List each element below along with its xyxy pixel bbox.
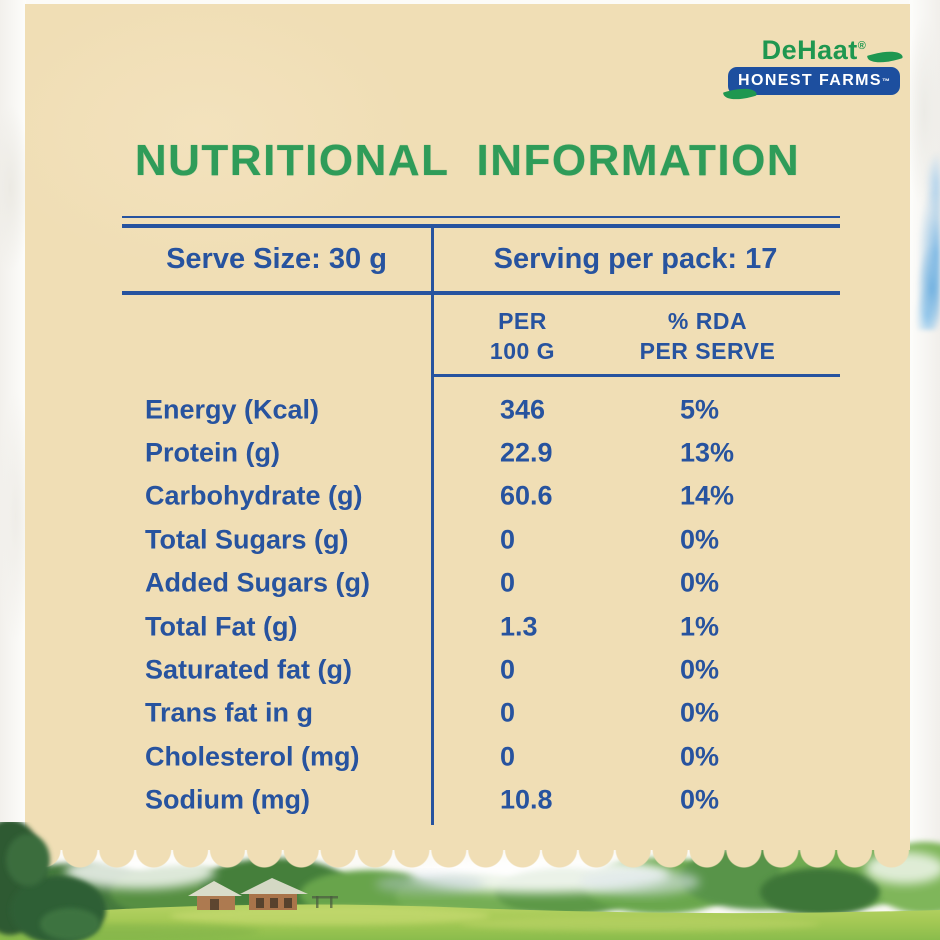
table-rule [122,224,840,228]
trademark-mark: ™ [881,76,890,86]
table-row: Added Sugars (g) 0 0% [122,562,840,605]
nutrient-rda: 14% [680,480,735,511]
nutrient-per100: 0 [500,697,516,728]
table-row: Total Sugars (g) 0 0% [122,518,840,561]
sky-watercolor-patch [908,190,940,330]
brand-logo: DeHaat® HONEST FARMS ™ [728,32,900,95]
table-row: Trans fat in g 0 0% [122,692,840,735]
nutrient-rda: 0% [680,567,720,598]
column-header-line: PER SERVE [639,338,776,364]
nutrient-rda: 0% [680,654,720,685]
column-header-line: % RDA [667,308,748,334]
table-header-row: Serve Size: 30 g Serving per pack: 17 [122,227,840,291]
table-row: Carbohydrate (g) 60.6 14% [122,475,840,518]
column-header-line: PER [498,308,547,334]
table-rule [122,216,840,218]
nutrient-rda: 0% [680,784,720,815]
column-header-per-100g: PER 100 G [450,306,595,366]
nutrient-per100: 0 [500,741,516,772]
nutrient-per100: 0 [500,654,516,685]
nutrient-rda: 13% [680,437,735,468]
nutrient-per100: 1.3 [500,611,538,642]
nutrient-rda: 0% [680,741,720,772]
paper-margin-top [0,0,940,5]
paper-margin-left [0,0,26,940]
farm-hut-right [240,878,308,910]
table-row: Total Fat (g) 1.3 1% [122,605,840,648]
brand-name: DeHaat® [728,32,900,64]
column-header-rda: % RDA PER SERVE [620,306,795,366]
nutrient-rda: 0% [680,524,720,555]
nutrient-per100: 346 [500,394,546,425]
nutrient-label: Cholesterol (mg) [145,741,360,772]
table-row: Protein (g) 22.9 13% [122,431,840,474]
column-headers: PER 100 G % RDA PER SERVE [122,302,840,372]
brand-name-text: DeHaat [761,35,858,65]
nutrient-label: Energy (Kcal) [145,394,320,425]
page-title: NUTRITIONAL INFORMATION [134,136,801,185]
column-header-line: 100 G [489,338,556,364]
brand-badge-text: HONEST FARMS [738,72,882,89]
table-rule [122,291,840,295]
nutrient-label: Total Fat (g) [145,611,298,642]
nutrient-per100: 60.6 [500,480,553,511]
table-rule [431,374,840,377]
nutrient-per100: 0 [500,567,516,598]
nutrient-label: Carbohydrate (g) [145,480,363,511]
nutrient-per100: 0 [500,524,516,555]
brand-badge: HONEST FARMS ™ [728,67,900,95]
nutrition-table: Serve Size: 30 g Serving per pack: 17 PE… [122,216,840,828]
table-row: Saturated fat (g) 0 0% [122,648,840,691]
nutrient-label: Saturated fat (g) [145,654,353,685]
servings-per-pack-header: Serving per pack: 17 [493,242,778,275]
nutrient-rows: Energy (Kcal) 346 5% Protein (g) 22.9 13… [122,388,840,822]
nutrient-label: Trans fat in g [145,697,314,728]
nutrient-rda: 5% [680,394,720,425]
dark-tree-illustration [0,822,106,940]
label-card: DeHaat® HONEST FARMS ™ NUTRITIONAL INFORM… [25,4,910,868]
nutrient-per100: 10.8 [500,784,553,815]
farm-hut-left [188,881,242,910]
table-row: Sodium (mg) 10.8 0% [122,779,840,822]
nutrient-per100: 22.9 [500,437,553,468]
paper-margin-right [909,0,940,940]
table-row: Cholesterol (mg) 0 0% [122,735,840,778]
nutrient-label: Added Sugars (g) [145,567,371,598]
nutrient-rda: 1% [680,611,720,642]
nutrient-rda: 0% [680,697,720,728]
registered-mark: ® [857,40,867,52]
table-vertical-divider [431,224,434,825]
nutrient-label: Sodium (mg) [145,784,310,815]
nutrient-label: Total Sugars (g) [145,524,349,555]
table-row: Energy (Kcal) 346 5% [122,388,840,431]
serve-size-header: Serve Size: 30 g [166,242,387,275]
nutrient-label: Protein (g) [145,437,280,468]
